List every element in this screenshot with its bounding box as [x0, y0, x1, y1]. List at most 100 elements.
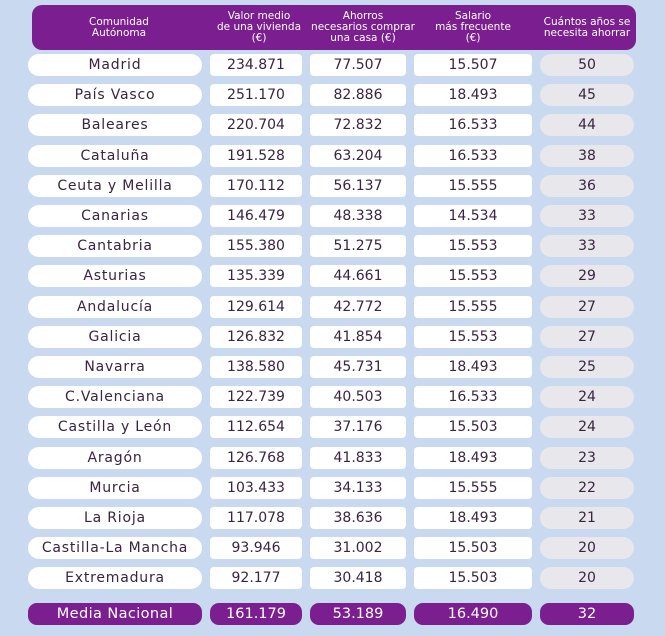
cell-salary: 15.503 — [414, 567, 532, 589]
cell-house-value: 170.112 — [210, 175, 302, 197]
cell-house-value: 138.580 — [210, 356, 302, 378]
table-row: Castilla y León 112.654 37.176 15.503 24 — [28, 416, 640, 438]
cell-salary: 15.553 — [414, 265, 532, 287]
cell-house-value: 117.078 — [210, 507, 302, 529]
cell-house-value: 93.946 — [210, 537, 302, 559]
cell-house-value: 122.739 — [210, 386, 302, 408]
cell-savings-needed: 63.204 — [310, 145, 406, 167]
cell-years: 29 — [540, 265, 634, 287]
table-row: Navarra 138.580 45.731 18.493 25 — [28, 356, 640, 378]
cell-salary: 15.553 — [414, 235, 532, 257]
cell-house-value: 191.528 — [210, 145, 302, 167]
cell-salary: 15.555 — [414, 477, 532, 499]
cell-years: 32 — [540, 603, 634, 625]
cell-region: La Rioja — [28, 507, 202, 529]
cell-salary: 16.533 — [414, 114, 532, 136]
cell-savings-needed: 38.636 — [310, 507, 406, 529]
cell-region: Cantabria — [28, 235, 202, 257]
cell-years: 33 — [540, 235, 634, 257]
column-header-savings-needed: Ahorros necesarios comprar una casa (€) — [311, 10, 415, 44]
table-row: Castilla-La Mancha 93.946 31.002 15.503 20 — [28, 537, 640, 559]
cell-years: 44 — [540, 114, 634, 136]
cell-years: 25 — [540, 356, 634, 378]
cell-region: Castilla-La Mancha — [28, 537, 202, 559]
cell-years: 50 — [540, 54, 634, 76]
cell-salary: 14.534 — [414, 205, 532, 227]
cell-house-value: 234.871 — [210, 54, 302, 76]
table-row: C.Valenciana 122.739 40.503 16.533 24 — [28, 386, 640, 408]
cell-savings-needed: 51.275 — [310, 235, 406, 257]
cell-years: 20 — [540, 537, 634, 559]
cell-region: Murcia — [28, 477, 202, 499]
cell-years: 23 — [540, 447, 634, 469]
cell-region: Cataluña — [28, 145, 202, 167]
table-footer-row: Media Nacional 161.179 53.189 16.490 32 — [28, 603, 640, 625]
cell-region: País Vasco — [28, 84, 202, 106]
table-row: Canarias 146.479 48.338 14.534 33 — [28, 205, 640, 227]
cell-salary: 15.503 — [414, 537, 532, 559]
cell-savings-needed: 44.661 — [310, 265, 406, 287]
cell-salary: 15.555 — [414, 296, 532, 318]
cell-years: 24 — [540, 386, 634, 408]
cell-salary: 15.507 — [414, 54, 532, 76]
cell-savings-needed: 42.772 — [310, 296, 406, 318]
cell-house-value: 92.177 — [210, 567, 302, 589]
cell-salary: 16.490 — [414, 603, 532, 625]
cell-salary: 18.493 — [414, 447, 532, 469]
cell-region: C.Valenciana — [28, 386, 202, 408]
cell-house-value: 155.380 — [210, 235, 302, 257]
cell-savings-needed: 41.833 — [310, 447, 406, 469]
cell-savings-needed: 45.731 — [310, 356, 406, 378]
cell-years: 20 — [540, 567, 634, 589]
cell-salary: 18.493 — [414, 507, 532, 529]
table-row: Ceuta y Melilla 170.112 56.137 15.555 36 — [28, 175, 640, 197]
cell-region: Galicia — [28, 326, 202, 348]
table-row: Madrid 234.871 77.507 15.507 50 — [28, 54, 640, 76]
cell-savings-needed: 53.189 — [310, 603, 406, 625]
cell-region: Media Nacional — [28, 603, 202, 625]
cell-region: Andalucía — [28, 296, 202, 318]
cell-years: 36 — [540, 175, 634, 197]
cell-years: 21 — [540, 507, 634, 529]
table-row: Asturias 135.339 44.661 15.553 29 — [28, 265, 640, 287]
cell-house-value: 135.339 — [210, 265, 302, 287]
cell-savings-needed: 41.854 — [310, 326, 406, 348]
cell-savings-needed: 77.507 — [310, 54, 406, 76]
column-header-region: Comunidad Autónoma — [89, 15, 149, 39]
cell-years: 33 — [540, 205, 634, 227]
table-row: Murcia 103.433 34.133 15.555 22 — [28, 477, 640, 499]
housing-savings-table: Comunidad Autónoma Valor medio de una viv… — [28, 0, 640, 636]
cell-years: 27 — [540, 326, 634, 348]
table-row: Baleares 220.704 72.832 16.533 44 — [28, 114, 640, 136]
table-row: Galicia 126.832 41.854 15.553 27 — [28, 326, 640, 348]
cell-salary: 18.493 — [414, 84, 532, 106]
table-header: Comunidad Autónoma Valor medio de una viv… — [32, 5, 636, 50]
cell-savings-needed: 30.418 — [310, 567, 406, 589]
table-row: Cataluña 191.528 63.204 16.533 38 — [28, 145, 640, 167]
cell-savings-needed: 48.338 — [310, 205, 406, 227]
cell-years: 24 — [540, 416, 634, 438]
cell-region: Asturias — [28, 265, 202, 287]
cell-salary: 15.553 — [414, 326, 532, 348]
cell-salary: 16.533 — [414, 386, 532, 408]
cell-house-value: 126.832 — [210, 326, 302, 348]
cell-house-value: 126.768 — [210, 447, 302, 469]
cell-region: Castilla y León — [28, 416, 202, 438]
cell-house-value: 112.654 — [210, 416, 302, 438]
table-row: País Vasco 251.170 82.886 18.493 45 — [28, 84, 640, 106]
column-header-years: Cuántos años se necesita ahorrar — [543, 15, 631, 39]
cell-salary: 18.493 — [414, 356, 532, 378]
cell-savings-needed: 82.886 — [310, 84, 406, 106]
table-row: Andalucía 129.614 42.772 15.555 27 — [28, 296, 640, 318]
cell-salary: 15.503 — [414, 416, 532, 438]
cell-savings-needed: 72.832 — [310, 114, 406, 136]
cell-region: Ceuta y Melilla — [28, 175, 202, 197]
cell-salary: 16.533 — [414, 145, 532, 167]
cell-region: Navarra — [28, 356, 202, 378]
cell-region: Extremadura — [28, 567, 202, 589]
cell-region: Canarias — [28, 205, 202, 227]
cell-years: 45 — [540, 84, 634, 106]
cell-house-value: 161.179 — [210, 603, 302, 625]
table-row: Extremadura 92.177 30.418 15.503 20 — [28, 567, 640, 589]
cell-savings-needed: 31.002 — [310, 537, 406, 559]
